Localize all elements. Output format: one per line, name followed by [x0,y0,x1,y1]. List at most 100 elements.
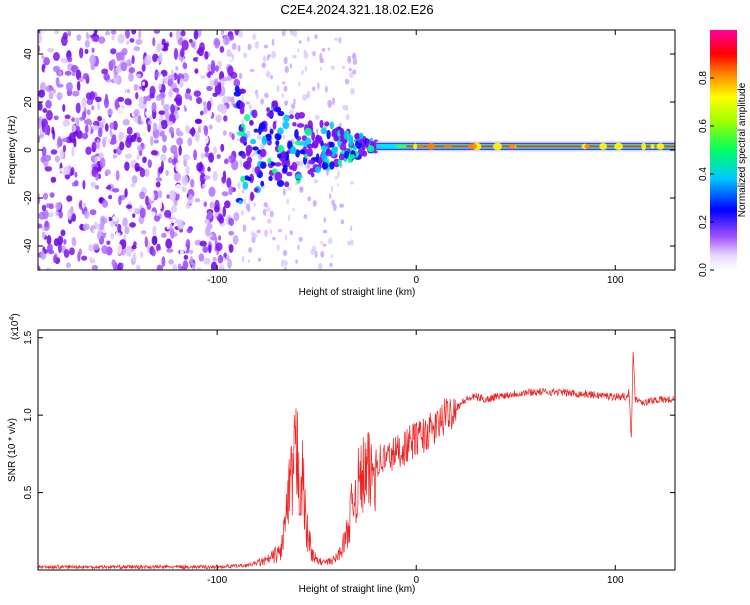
spectrogram-noise-cell [42,209,49,220]
spectrogram-noise-cell [81,111,86,121]
spectrogram-noise-cell [129,38,135,43]
spectrogram-noise-cell [204,145,210,153]
spectrogram-faint-cell [287,214,291,222]
spectrogram-transition-cell [268,175,273,182]
spectrogram-noise-cell [158,122,162,133]
spectrogram-noise-cell [94,184,100,190]
spectrogram-noise-cell [91,35,99,42]
spectrogram-faint-cell [280,259,286,267]
spectrogram-transition-cell [245,144,253,154]
spectrogram-noise-cell [54,215,60,220]
spectrogram-faint-cell [287,186,292,191]
spectrogram-transition-cell [274,132,282,141]
spectrogram-noise-cell [204,125,209,136]
spectrogram-transition-cell [348,137,354,147]
spectrogram-noise-cell [147,159,152,169]
spectrogram-noise-cell [177,263,182,270]
spectrogram-noise-cell [203,175,211,180]
spectrogram-noise-cell [168,259,174,265]
spectrogram-noise-cell [124,98,132,106]
spectrogram-noise-cell [144,54,152,66]
figure-title: C2E4.2024.321.18.02.E26 [280,2,433,17]
spectrogram-faint-cell [241,255,245,263]
spectrogram-noise-cell [83,119,90,124]
spectrogram-faint-cell [320,251,325,258]
spectrogram-faint-cell [348,67,352,72]
spectrogram-noise-cell [76,80,81,92]
spectrogram-faint-cell [350,88,355,95]
spectrogram-noise-cell [188,249,194,254]
spectrogram-noise-cell [196,162,203,172]
spectrogram-noise-cell [44,66,51,76]
spectrogram-noise-cell [101,245,109,254]
spectrogram-noise-cell [46,234,52,245]
spectrogram-transition-cell [272,120,277,130]
spectrogram-noise-cell [203,101,207,110]
spectrogram-transition-cell [321,162,329,170]
spectrogram-transition-cell [326,129,331,140]
spectrogram-faint-cell [260,98,264,105]
spectrogram-transition-cell [277,110,285,117]
spectrogram-noise-cell [195,119,202,124]
spectrogram-noise-cell [156,44,161,53]
spectrogram-noise-cell [208,244,212,254]
spectrogram-faint-cell [284,234,288,241]
spectrogram-noise-cell [112,154,118,159]
spectrogram-noise-cell [136,154,140,160]
spectrogram-noise-cell [129,222,136,228]
spectrogram-noise-cell [223,115,228,122]
spectrogram-noise-cell [131,175,138,184]
spectrogram-noise-cell [133,132,137,139]
snr-y-tick-label: 1.0 [23,408,34,422]
spectrogram-faint-cell [307,163,311,169]
spectrogram-noise-cell [97,173,101,180]
spectrogram-noise-cell [139,168,146,178]
spectrogram-noise-cell [173,47,179,59]
spectrogram-noise-cell [38,192,41,198]
spectrogram-faint-cell [283,85,288,92]
carrier-knot [468,143,478,150]
spectrogram-x-label: Height of straight line (km) [299,287,416,298]
spectrogram-noise-cell [146,71,153,81]
spectrogram-noise-cell [189,243,196,250]
spectrogram-noise-cell [70,154,77,164]
spectrogram-faint-cell [245,101,250,105]
spectrogram-noise-cell [175,127,181,136]
spectrogram-faint-cell [284,102,287,107]
spectrogram-transition-cell [367,145,375,153]
spectrogram-noise-cell [62,144,67,153]
spectrogram-faint-cell [339,203,344,208]
colorbar-tick-label: 0.4 [698,167,709,181]
spectrogram-noise-cell [54,155,60,163]
spectrogram-faint-cell [252,232,258,239]
spectrogram-faint-cell [350,180,354,185]
spectrogram-noise-cell [222,130,227,136]
spectrogram-faint-cell [256,229,261,234]
spectrogram-noise-cell [194,68,199,74]
spectrogram-faint-cell [322,243,327,247]
spectrogram-noise-cell [221,86,226,97]
spectrogram-faint-cell [297,244,300,250]
spectrogram-transition-cell [296,173,301,179]
carrier-knot [508,143,516,150]
spectrogram-noise-cell [130,183,136,188]
spectrogram-noise-cell [44,166,53,172]
spectrogram-transition-cell [251,109,258,119]
spectrogram-noise-cell [196,49,201,55]
snr-marks [38,351,675,570]
spectrogram-noise-cell [106,133,112,144]
spectrogram-noise-cell [63,256,68,265]
spectrogram-transition-cell [271,168,278,174]
spectrogram-noise-cell [156,264,163,270]
spectrogram-transition-cell [339,142,347,151]
spectrogram-transition-cell [271,100,276,106]
spectrogram-noise-cell [70,167,75,176]
colorbar: 0.0 0.2 0.4 0.6 0.8 Normalized spectral ampl… [698,30,748,277]
spectrogram-noise-cell [214,40,221,46]
spectrogram-noise-cell [122,107,130,117]
spectrogram-noise-cell [60,229,66,237]
spectrogram-noise-cell [203,257,211,265]
spectrogram-noise-cell [169,189,176,201]
